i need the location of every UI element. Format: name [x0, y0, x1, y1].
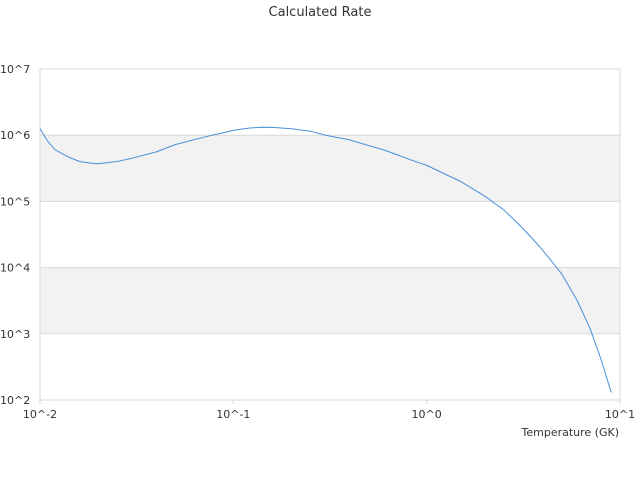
plot-band: [40, 135, 620, 202]
y-tick-label: 10^3: [0, 328, 30, 341]
y-tick-label: 10^7: [0, 63, 30, 76]
y-tick-label: 10^2: [0, 394, 30, 407]
x-tick-label: 10^0: [412, 408, 442, 421]
x-tick-label: 10^-1: [216, 408, 250, 421]
x-tick-label: 10^1: [605, 408, 635, 421]
series-line: [39, 126, 612, 393]
plot-bands: [40, 135, 620, 334]
series-layer: [39, 126, 612, 393]
x-tick-labels: 10^-2 10^-1 10^0 10^1: [23, 400, 635, 421]
grid-lines: [39, 68, 621, 401]
plot-band: [40, 267, 620, 334]
y-tick-labels: 10^2 10^3 10^4 10^5 10^6 10^7: [0, 63, 30, 407]
y-tick-label: 10^4: [0, 262, 30, 275]
y-tick-label: 10^6: [0, 129, 30, 142]
y-tick-label: 10^5: [0, 195, 30, 208]
x-tick-label: 10^-2: [23, 408, 57, 421]
chart-title: Calculated Rate: [269, 5, 372, 20]
x-axis-label: Temperature (GK): [521, 426, 620, 439]
